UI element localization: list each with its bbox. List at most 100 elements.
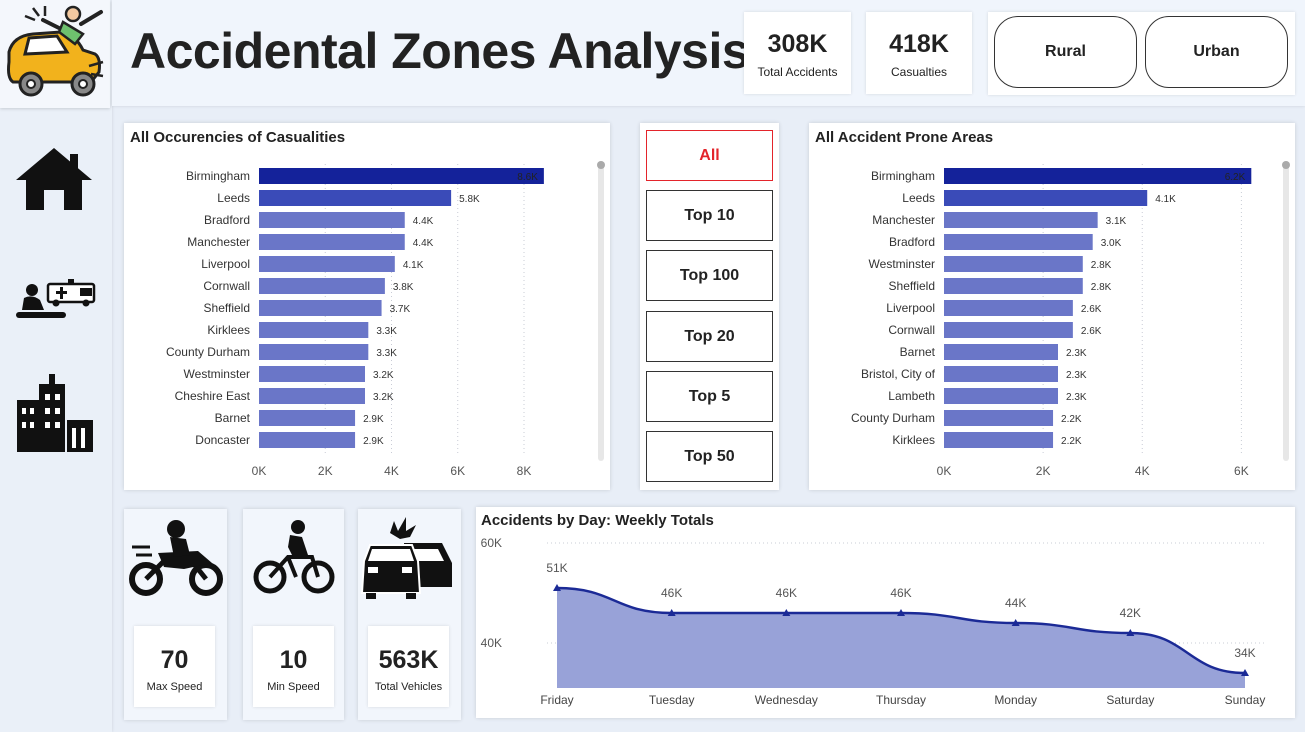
bar <box>944 366 1058 382</box>
category-label: Kirklees <box>207 323 250 337</box>
bar <box>944 300 1073 316</box>
slicer-option-top-10[interactable]: Top 10 <box>646 190 773 241</box>
prone-areas-chart-card: All Accident Prone Areas 0K 2K 4K 6K Birming… <box>809 123 1295 490</box>
bar <box>259 190 452 206</box>
category-label: Westminster <box>869 257 935 271</box>
car-crash-logo-icon <box>7 5 104 97</box>
data-label: 3.3K <box>376 326 397 337</box>
data-label: 34K <box>1234 646 1255 660</box>
bar <box>944 256 1083 272</box>
rural-filter-button[interactable]: Rural <box>994 16 1137 88</box>
area-fill <box>557 588 1245 688</box>
category-label: Leeds <box>902 191 935 205</box>
category-label: County Durham <box>166 345 250 359</box>
category-label: Westminster <box>184 367 250 381</box>
weekly-accidents-chart-card: Accidents by Day: Weekly Totals 60K 40K 51… <box>476 507 1295 718</box>
category-label: Birmingham <box>871 169 935 183</box>
x-tick-label: 8K <box>517 464 532 478</box>
data-label: 2.8K <box>1091 282 1112 293</box>
data-label: 4.4K <box>413 238 434 249</box>
data-label: 46K <box>776 586 797 600</box>
kpi-value: 10 <box>279 646 308 674</box>
slicer-option-top-20[interactable]: Top 20 <box>646 311 773 362</box>
category-label: Birmingham <box>186 169 250 183</box>
data-label: 3.2K <box>373 392 394 403</box>
data-label: 4.4K <box>413 216 434 227</box>
data-label: 4.1K <box>1155 194 1176 205</box>
x-tick-label: 6K <box>1234 464 1249 478</box>
car-collision-icon <box>360 517 452 599</box>
slicer-option-top-100[interactable]: Top 100 <box>646 250 773 301</box>
x-tick-label: 0K <box>252 464 267 478</box>
bar <box>944 322 1073 338</box>
area-type-filter: Rural Urban <box>988 12 1295 95</box>
slicer-option-top-50[interactable]: Top 50 <box>646 431 773 482</box>
kpi-value: 563K <box>378 646 439 674</box>
x-tick-label: Saturday <box>1106 693 1154 707</box>
category-label: Sheffield <box>889 279 935 293</box>
slicer-option-top-5[interactable]: Top 5 <box>646 371 773 422</box>
kpi-value: 70 <box>160 646 189 674</box>
bar <box>259 300 382 316</box>
kpi-value: 308K <box>767 30 828 58</box>
data-label: 2.9K <box>363 414 384 425</box>
casualties-bar-chart: 0K 2K 4K 6K 8K Birmingham 8.6K Leeds 5.8K Bradfor… <box>166 164 544 478</box>
data-label: 44K <box>1005 596 1026 610</box>
sidebar <box>0 0 112 732</box>
x-tick-label: 4K <box>1135 464 1150 478</box>
chart-title: Accidents by Day: Weekly Totals <box>481 512 714 529</box>
category-label: Bradford <box>889 235 935 249</box>
city-buildings-icon[interactable] <box>15 374 95 454</box>
category-label: Leeds <box>217 191 250 205</box>
x-tick-label: Wednesday <box>755 693 818 707</box>
ambulance-casualty-icon[interactable] <box>14 278 98 322</box>
data-label: 3.1K <box>1106 216 1127 227</box>
chart-scrollbar[interactable] <box>597 161 605 461</box>
data-label: 46K <box>661 586 682 600</box>
bar <box>944 410 1054 426</box>
data-label: 3.7K <box>390 304 411 315</box>
logo-tile <box>0 0 110 108</box>
category-label: County Durham <box>851 411 935 425</box>
category-label: Doncaster <box>195 433 250 447</box>
min-speed-kpi: 10 Min Speed <box>253 626 334 707</box>
bar <box>259 366 365 382</box>
urban-filter-button[interactable]: Urban <box>1145 16 1288 88</box>
data-label: 46K <box>890 586 911 600</box>
bar <box>259 168 544 184</box>
x-tick-label: 6K <box>450 464 465 478</box>
bar <box>944 190 1148 206</box>
kpi-label: Max Speed <box>146 681 203 693</box>
bar <box>944 388 1058 404</box>
bar <box>944 168 1252 184</box>
data-point <box>553 584 561 591</box>
chart-scrollbar[interactable] <box>1282 161 1290 461</box>
data-label: 4.1K <box>403 260 424 271</box>
kpi-label: Min Speed <box>267 681 320 693</box>
max-speed-card: 70 Max Speed <box>124 509 227 720</box>
slicer-option-all[interactable]: All <box>646 130 773 181</box>
bar <box>259 344 369 360</box>
data-point <box>1241 669 1249 676</box>
bar <box>259 410 356 426</box>
data-label: 5.8K <box>459 194 480 205</box>
casualties-card: 418K Casualties <box>866 12 972 94</box>
kpi-label: Total Accidents <box>757 65 838 79</box>
total-vehicles-kpi: 563K Total Vehicles <box>368 626 449 707</box>
chart-title: All Occurencies of Casualities <box>130 129 346 146</box>
y-tick-label: 60K <box>481 536 502 550</box>
top-n-slicer: All Top 10 Top 100 Top 20 Top 5 Top 50 <box>640 123 779 490</box>
bar <box>944 344 1058 360</box>
data-label: 3.2K <box>373 370 394 381</box>
category-label: Bristol, City of <box>861 367 936 381</box>
data-point <box>897 609 905 616</box>
category-label: Manchester <box>187 235 250 249</box>
x-tick-label: 0K <box>937 464 952 478</box>
page-title: Accidental Zones Analysis <box>130 23 750 79</box>
min-speed-card: 10 Min Speed <box>243 509 344 720</box>
category-label: Cornwall <box>203 279 250 293</box>
home-icon[interactable] <box>14 146 94 212</box>
prone-areas-bar-chart: 0K 2K 4K 6K Birmingham 6.2K Leeds 4.1K Mancheste… <box>851 164 1252 478</box>
data-point <box>1011 619 1020 626</box>
bicycle-icon <box>253 520 335 594</box>
